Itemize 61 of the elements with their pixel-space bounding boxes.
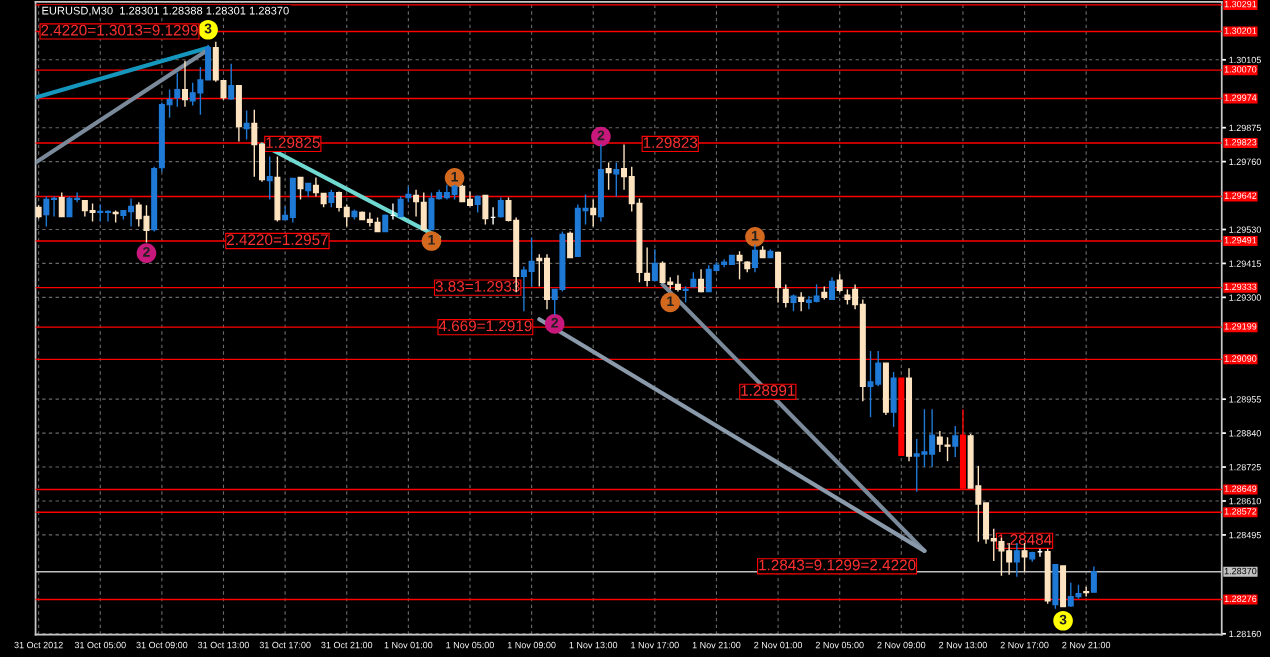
- annotation: 1.29823: [643, 137, 698, 149]
- y-tick-label: 1.28725: [1229, 464, 1261, 471]
- ref-line-label: 1.30291: [1224, 0, 1257, 8]
- x-tick-label: 31 Oct 05:00: [74, 641, 126, 649]
- annotation: 2: [551, 317, 559, 328]
- ref-line-label: 1.29823: [1224, 139, 1257, 146]
- annotation: 1: [667, 296, 674, 306]
- y-tick-label: 1.30105: [1229, 56, 1261, 64]
- x-tick-label: 2 Nov 05:00: [815, 641, 864, 649]
- ref-line-label: 1.28649: [1224, 485, 1257, 492]
- annotation: 2: [597, 130, 605, 141]
- annotation: 2: [143, 246, 150, 257]
- y-tick-label: 1.29415: [1229, 260, 1261, 267]
- ref-line-label: 1.29199: [1224, 323, 1257, 330]
- ref-line-label: 1.28370: [1224, 567, 1257, 575]
- x-tick-label: 31 Oct 17:00: [259, 641, 311, 649]
- x-tick-label: 31 Oct 09:00: [136, 641, 188, 649]
- x-tick-label: 1 Nov 13:00: [569, 641, 618, 649]
- annotation: 2.4220=1.3013=9.1299: [41, 24, 198, 36]
- annotation: 1.28991: [741, 385, 795, 396]
- annotation: 3: [204, 23, 212, 34]
- ref-line-label: 1.29491: [1224, 237, 1257, 244]
- annotation: 4.669=1.2919: [438, 320, 532, 332]
- annotation: 1: [428, 235, 435, 245]
- x-tick-label: 2 Nov 13:00: [939, 641, 987, 649]
- ref-line-label: 1.28276: [1224, 595, 1257, 602]
- ref-line-label: 1.28572: [1224, 508, 1257, 515]
- annotation: 1.29825: [266, 137, 320, 149]
- y-tick-label: 1.28955: [1229, 396, 1261, 403]
- x-tick-label: 2 Nov 01:00: [754, 641, 803, 649]
- ref-line-label: 1.30070: [1224, 66, 1257, 73]
- x-tick-label: 1 Nov 01:00: [384, 641, 433, 649]
- x-tick-label: 31 Oct 2012: [14, 641, 63, 649]
- x-tick-label: 31 Oct 21:00: [321, 641, 373, 649]
- annotation: 3: [1059, 614, 1067, 625]
- y-tick-label: 1.29760: [1229, 158, 1261, 165]
- annotation: 1.2843=9.1299=2.4220: [759, 559, 916, 571]
- ref-line-label: 1.29090: [1224, 355, 1257, 362]
- x-tick-label: 31 Oct 13:00: [198, 641, 249, 649]
- ref-line-label: 1.30201: [1224, 27, 1257, 34]
- x-tick-label: 1 Nov 21:00: [692, 641, 741, 649]
- chart-title: EURUSD,M30 1.28301 1.28388 1.28301 1.28370: [42, 6, 289, 16]
- ref-line-label: 1.29974: [1224, 94, 1257, 101]
- x-tick-label: 1 Nov 17:00: [631, 641, 679, 649]
- x-tick-label: 2 Nov 21:00: [1062, 641, 1111, 649]
- y-tick-label: 1.29300: [1229, 294, 1261, 301]
- ref-line-label: 1.29642: [1224, 192, 1257, 199]
- annotation: 1: [751, 230, 759, 241]
- y-tick-label: 1.29530: [1229, 226, 1261, 233]
- x-tick-label: 1 Nov 05:00: [446, 641, 494, 649]
- y-tick-label: 1.28160: [1229, 630, 1261, 638]
- ref-line-label: 1.29333: [1224, 283, 1257, 291]
- annotation: 2.4220=1.2957: [227, 234, 328, 246]
- x-tick-label: 1 Nov 09:00: [507, 641, 556, 649]
- y-tick-label: 1.28840: [1229, 430, 1261, 437]
- annotation: 1: [451, 171, 459, 182]
- x-tick-label: 2 Nov 17:00: [1000, 641, 1049, 649]
- x-tick-label: 2 Nov 09:00: [877, 641, 926, 649]
- y-tick-label: 1.29875: [1229, 124, 1261, 132]
- y-tick-label: 1.28610: [1229, 497, 1261, 505]
- y-tick-label: 1.28495: [1229, 531, 1261, 539]
